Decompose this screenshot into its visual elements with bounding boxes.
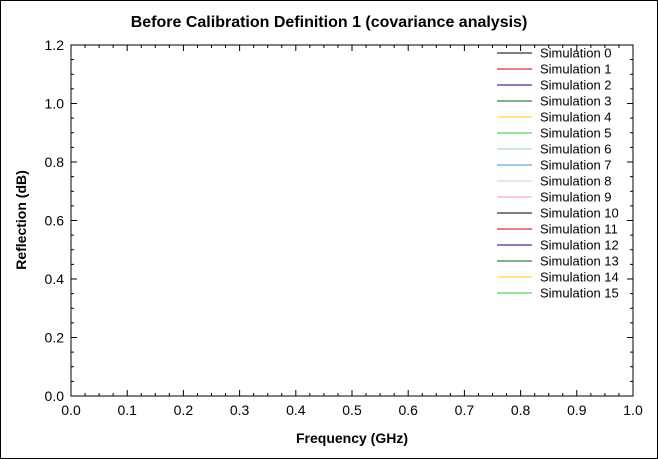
x-tick-label: 0.2 xyxy=(174,402,194,418)
y-axis-label: Reflection (dB) xyxy=(13,170,29,270)
legend-label: Simulation 13 xyxy=(540,254,619,269)
legend-label: Simulation 1 xyxy=(540,62,612,77)
x-tick-label: 0.4 xyxy=(286,402,306,418)
legend-item[interactable]: Simulation 6 xyxy=(497,142,612,157)
x-tick-label: 0.0 xyxy=(61,402,81,418)
legend-label: Simulation 14 xyxy=(540,270,619,285)
legend-item[interactable]: Simulation 2 xyxy=(497,78,612,93)
y-tick-label: 0.4 xyxy=(45,271,65,287)
y-tick-label: 0.0 xyxy=(45,388,65,404)
legend-item[interactable]: Simulation 10 xyxy=(497,206,619,221)
legend-label: Simulation 10 xyxy=(540,206,619,221)
y-tick-label: 0.8 xyxy=(45,154,65,170)
legend-item[interactable]: Simulation 15 xyxy=(497,286,619,301)
x-axis-label: Frequency (GHz) xyxy=(296,430,408,446)
legend-item[interactable]: Simulation 7 xyxy=(497,158,612,173)
legend-item[interactable]: Simulation 0 xyxy=(497,46,612,61)
chart-title: Before Calibration Definition 1 (covaria… xyxy=(131,14,528,31)
y-tick-label: 0.2 xyxy=(45,330,65,346)
x-tick-label: 0.5 xyxy=(342,402,362,418)
legend-item[interactable]: Simulation 11 xyxy=(497,222,618,237)
x-tick-label: 0.9 xyxy=(567,402,587,418)
legend-label: Simulation 6 xyxy=(540,142,612,157)
legend-item[interactable]: Simulation 5 xyxy=(497,126,612,141)
y-tick-label: 1.0 xyxy=(45,96,65,112)
legend-label: Simulation 2 xyxy=(540,78,612,93)
x-tick-label: 0.1 xyxy=(117,402,137,418)
legend-label: Simulation 12 xyxy=(540,238,619,253)
legend-item[interactable]: Simulation 8 xyxy=(497,174,612,189)
legend-label: Simulation 4 xyxy=(540,110,612,125)
legend-item[interactable]: Simulation 4 xyxy=(497,110,612,125)
legend-item[interactable]: Simulation 3 xyxy=(497,94,612,109)
x-tick-label: 0.7 xyxy=(455,402,475,418)
legend-label: Simulation 5 xyxy=(540,126,612,141)
legend-item[interactable]: Simulation 14 xyxy=(497,270,619,285)
legend-label: Simulation 15 xyxy=(540,286,619,301)
legend-label: Simulation 0 xyxy=(540,46,612,61)
x-tick-label: 1.0 xyxy=(623,402,643,418)
legend-item[interactable]: Simulation 1 xyxy=(497,62,612,77)
x-tick-label: 0.8 xyxy=(511,402,531,418)
legend-label: Simulation 3 xyxy=(540,94,612,109)
x-tick-label: 0.6 xyxy=(398,402,418,418)
legend-label: Simulation 11 xyxy=(540,222,618,237)
legend-item[interactable]: Simulation 9 xyxy=(497,190,612,205)
legend-label: Simulation 7 xyxy=(540,158,612,173)
legend-item[interactable]: Simulation 12 xyxy=(497,238,619,253)
legend-label: Simulation 9 xyxy=(540,190,612,205)
y-tick-label: 0.6 xyxy=(45,213,65,229)
legend-label: Simulation 8 xyxy=(540,174,612,189)
axis-ticks: 0.0 0.1 0.2 0.3 0.4 0.5 0.6 0.7 0.8 0.9 1.0 0.0 0.2 0… xyxy=(45,37,643,418)
y-tick-label: 1.2 xyxy=(45,37,65,53)
legend-item[interactable]: Simulation 13 xyxy=(497,254,619,269)
x-tick-label: 0.3 xyxy=(230,402,250,418)
